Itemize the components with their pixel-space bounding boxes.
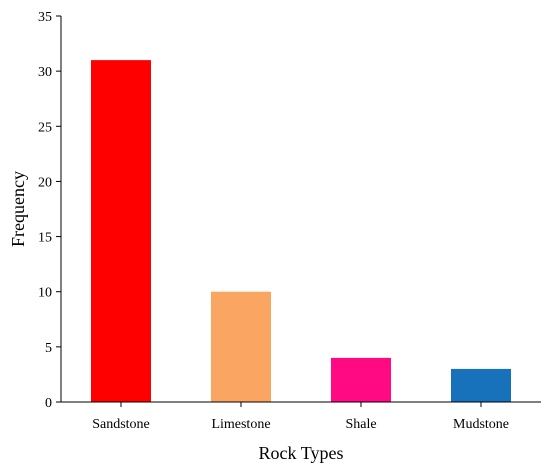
y-tick-label: 10 [38, 286, 52, 301]
y-tick-label: 5 [45, 341, 52, 356]
bar-mudstone [451, 368, 511, 402]
y-tick-label: 25 [38, 120, 52, 135]
x-tick-label: Mudstone [453, 417, 509, 432]
y-axis-title: Frequency [8, 171, 28, 247]
x-tick-label: Sandstone [92, 417, 150, 432]
bars [91, 60, 511, 402]
y-tick-label: 15 [38, 231, 52, 246]
y-tick-label: 0 [45, 396, 52, 411]
y-axis-ticks: 0 5 10 15 20 25 30 35 [38, 10, 61, 411]
y-tick-label: 30 [38, 65, 52, 80]
x-axis-title: Rock Types [259, 443, 344, 463]
x-axis-ticks: Sandstone Limestone Shale Mudstone [92, 402, 509, 432]
y-tick-label: 20 [38, 175, 52, 190]
y-tick-label: 35 [38, 10, 52, 25]
bar-sandstone [91, 60, 151, 402]
bar-shale [331, 357, 391, 402]
bar-limestone [211, 291, 271, 402]
x-tick-label: Limestone [211, 417, 270, 432]
x-tick-label: Shale [345, 417, 376, 432]
